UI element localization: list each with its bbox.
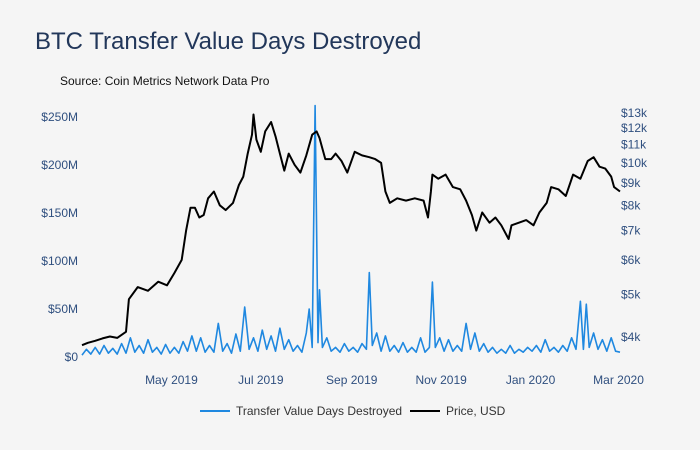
left-tick-label: $250M [41,110,78,124]
chart-source: Source: Coin Metrics Network Data Pro [60,74,270,88]
right-tick-label: $8k [621,198,641,212]
left-axis-ticks: $0 $50M $100M $150M $200M $250M [41,110,78,364]
x-tick-label: May 2019 [145,373,198,387]
x-tick-label: Sep 2019 [326,373,378,387]
right-tick-label: $5k [621,288,641,302]
right-tick-label: $12k [621,121,648,135]
left-tick-label: $150M [41,206,78,220]
left-tick-label: $0 [65,350,79,364]
right-tick-label: $10k [621,156,648,170]
x-tick-label: Jul 2019 [238,373,284,387]
left-tick-label: $200M [41,158,78,172]
left-tick-label: $50M [48,302,78,316]
x-tick-label: Mar 2020 [593,373,644,387]
right-tick-label: $9k [621,176,641,190]
x-tick-label: Jan 2020 [506,373,556,387]
x-axis-ticks: May 2019 Jul 2019 Sep 2019 Nov 2019 Jan 2020… [145,373,644,387]
plot-area [81,104,621,356]
right-axis-ticks: $4k $5k $6k $7k $8k $9k $10k $11k $12k$13k [621,106,648,344]
left-tick-label: $100M [41,254,78,268]
right-tick-label: $7k [621,224,641,238]
legend-label-tvdd: Transfer Value Days Destroyed [236,404,402,418]
legend: Transfer Value Days Destroyed Price, USD [200,404,506,418]
series-line-tvdd [81,104,621,356]
right-tick-label: $11k [621,138,647,152]
chart-title: BTC Transfer Value Days Destroyed [35,28,422,55]
right-tick-label: $6k [621,253,641,267]
x-tick-label: Nov 2019 [415,373,467,387]
series-line-price [81,113,621,347]
legend-label-price: Price, USD [446,404,506,418]
right-tick-label: $4k [621,330,641,344]
right-tick-label: $13k [621,106,648,120]
